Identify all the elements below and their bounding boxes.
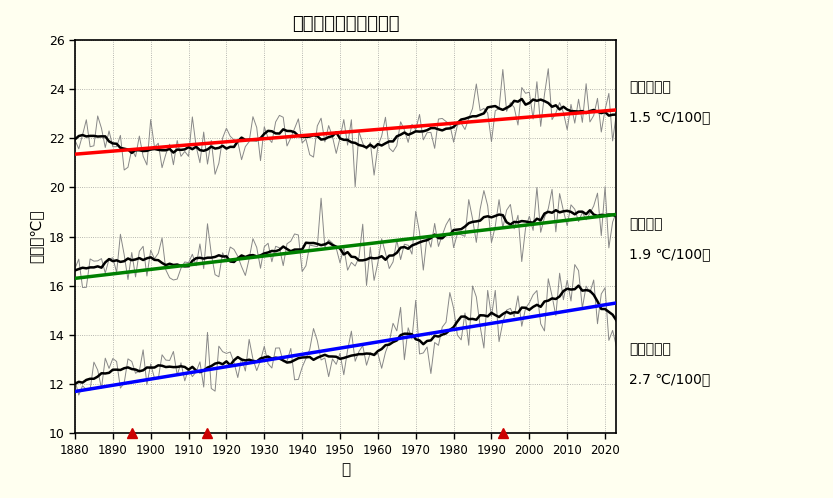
- Text: 日最低気温: 日最低気温: [629, 342, 671, 356]
- Text: 日最高気温: 日最高気温: [629, 81, 671, 95]
- Text: 1.9 ℃/100年: 1.9 ℃/100年: [629, 248, 711, 261]
- Text: 1.5 ℃/100年: 1.5 ℃/100年: [629, 111, 711, 124]
- Title: 鹿児島の年気温３要素: 鹿児島の年気温３要素: [292, 15, 400, 33]
- X-axis label: 年: 年: [342, 462, 350, 477]
- Text: 平均気温: 平均気温: [629, 218, 662, 232]
- Text: 2.7 ℃/100年: 2.7 ℃/100年: [629, 372, 711, 386]
- Y-axis label: 気温（℃）: 気温（℃）: [28, 210, 43, 263]
